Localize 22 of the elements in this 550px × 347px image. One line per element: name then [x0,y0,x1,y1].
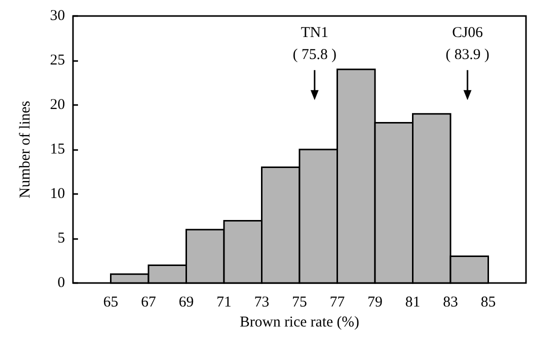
y-tick-label: 0 [58,275,65,291]
y-tick-label: 25 [50,52,65,68]
x-tick-label: 65 [103,294,118,310]
x-tick-label: 85 [480,294,496,310]
y-tick-label: 5 [58,230,65,246]
y-tick-label: 10 [50,186,65,202]
y-tick-label: 15 [50,142,65,158]
ref-line-label: CJ06 ( 83.9 ) [446,25,490,64]
x-tick-label: 69 [178,294,194,310]
x-tick-label: 79 [368,294,382,310]
y-tick-label: 30 [50,8,65,24]
x-tick-label: 77 [330,294,346,310]
y-axis-title: Number of lines [18,100,34,198]
x-axis-title: Brown rice rate (%) [240,314,360,330]
y-tick-label: 20 [50,97,65,113]
x-tick-label: 75 [292,294,307,310]
x-tick-label: 81 [405,294,420,310]
x-tick-label: 73 [254,294,270,310]
x-tick-label: 83 [443,294,458,310]
x-tick-label: 71 [216,294,232,310]
ref-line-label: TN1 ( 75.8 ) [292,25,336,64]
x-tick-label: 67 [141,294,156,310]
